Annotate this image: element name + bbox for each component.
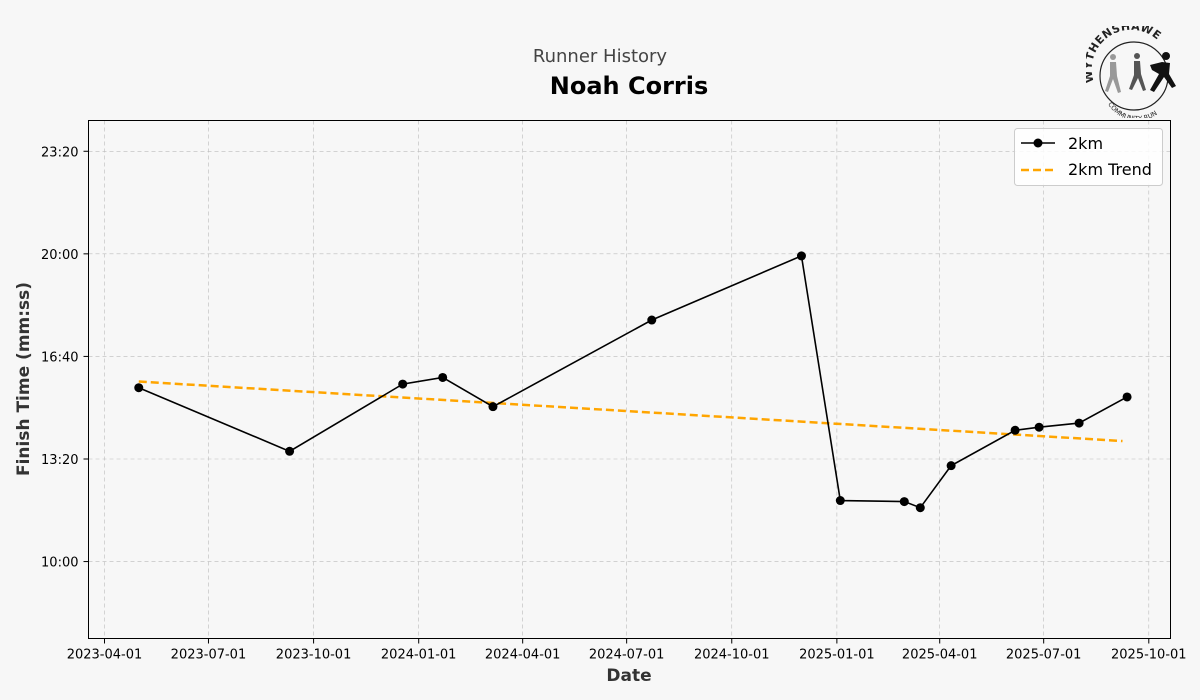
data-point-2km bbox=[835, 496, 845, 506]
y-tick-layer: 10:00 13:20 16:40 20:00 23:20 bbox=[41, 145, 89, 571]
y-tick-label: 16:40 bbox=[41, 350, 78, 365]
data-point-2km bbox=[915, 503, 925, 513]
chart-suptitle: Runner History bbox=[532, 46, 668, 67]
x-tick-label: 2024-10-01 bbox=[694, 648, 770, 663]
data-point-2km bbox=[488, 402, 498, 412]
data-point-2km bbox=[438, 372, 448, 382]
data-point-2km bbox=[647, 315, 657, 325]
data-point-2km bbox=[285, 446, 295, 456]
data-point-2km bbox=[1010, 425, 1020, 435]
x-tick-layer: 2023-04-01 2023-07-01 2023-10-01 2024-01-01… bbox=[67, 638, 1187, 663]
x-tick-label: 2025-07-01 bbox=[1006, 648, 1082, 663]
data-points-layer bbox=[134, 251, 1132, 513]
data-point-2km bbox=[796, 251, 806, 261]
legend-label-2km: 2km bbox=[1068, 134, 1103, 153]
y-tick-label: 23:20 bbox=[41, 145, 78, 160]
data-point-2km bbox=[1034, 422, 1044, 432]
y-axis-label: Finish Time (mm:ss) bbox=[14, 282, 34, 476]
data-point-2km bbox=[1122, 392, 1132, 402]
data-point-2km bbox=[899, 497, 909, 507]
y-tick-label: 10:00 bbox=[41, 556, 78, 571]
data-point-2km bbox=[1074, 418, 1084, 428]
data-point-2km bbox=[946, 461, 956, 471]
legend: 2km 2km Trend bbox=[1014, 128, 1163, 186]
x-tick-label: 2023-07-01 bbox=[171, 648, 247, 663]
x-tick-label: 2024-04-01 bbox=[485, 648, 561, 663]
wythenshawe-logo: WYTHENSHAWE COMMUNITY RUN bbox=[1086, 26, 1176, 118]
data-point-2km bbox=[134, 383, 144, 393]
x-axis-label: Date bbox=[606, 666, 651, 686]
plot-frame bbox=[88, 120, 1171, 639]
x-tick-label: 2023-10-01 bbox=[276, 648, 352, 663]
legend-marker-2km bbox=[1033, 138, 1043, 148]
chart-title: Noah Corris bbox=[549, 72, 709, 100]
x-tick-label: 2023-04-01 bbox=[67, 648, 143, 663]
grid-layer bbox=[88, 120, 1171, 639]
y-tick-label: 13:20 bbox=[41, 453, 78, 468]
y-tick-label: 20:00 bbox=[41, 248, 78, 263]
x-tick-label: 2024-07-01 bbox=[589, 648, 665, 663]
series-line-2km bbox=[138, 254, 1128, 509]
x-tick-label: 2025-01-01 bbox=[799, 648, 875, 663]
series-line-2km-trend bbox=[138, 380, 1123, 443]
x-tick-label: 2025-04-01 bbox=[902, 648, 978, 663]
x-tick-label: 2025-10-01 bbox=[1111, 648, 1187, 663]
x-tick-label: 2024-01-01 bbox=[381, 648, 457, 663]
legend-label-2km-trend: 2km Trend bbox=[1068, 160, 1152, 179]
data-point-2km bbox=[398, 379, 408, 389]
